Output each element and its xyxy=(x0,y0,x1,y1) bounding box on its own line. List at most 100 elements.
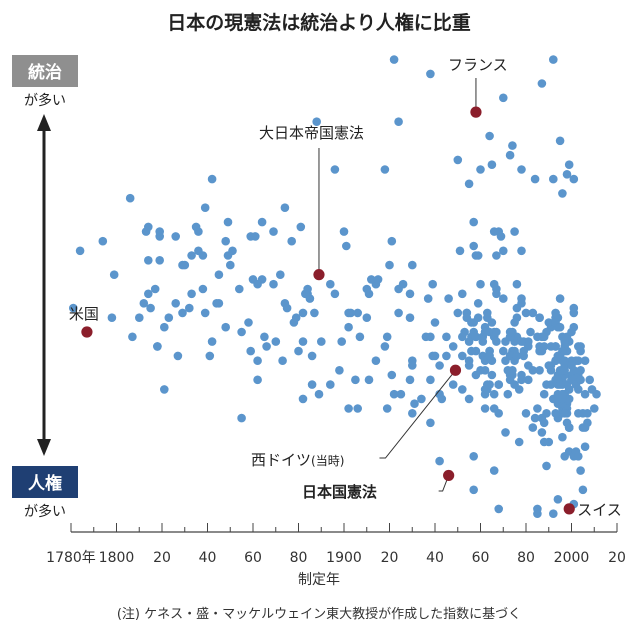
scatter-point xyxy=(200,308,210,318)
annotation-label-france: フランス xyxy=(448,56,508,74)
scatter-point xyxy=(144,222,153,232)
scatter-point xyxy=(499,246,508,256)
scatter-point xyxy=(314,389,324,399)
scatter-point xyxy=(448,380,458,389)
scatter-point xyxy=(160,385,169,394)
scatter-point xyxy=(364,375,374,385)
scatter-point xyxy=(489,466,499,475)
scatter-point xyxy=(405,313,415,323)
scatter-point xyxy=(382,332,392,342)
vertical-double-arrow xyxy=(37,114,51,456)
scatter-point xyxy=(155,255,164,265)
scatter-point xyxy=(326,279,335,289)
x-tick-label: 1900 xyxy=(326,550,362,566)
scatter-point xyxy=(435,456,444,466)
bottom-badge-sublabel: が多い xyxy=(24,503,66,520)
scatter-point xyxy=(567,361,576,370)
scatter-point xyxy=(426,375,435,385)
scatter-point xyxy=(173,351,183,361)
scatter-point xyxy=(367,275,376,284)
scatter-point xyxy=(508,141,517,150)
scatter-point xyxy=(98,236,108,246)
scatter-point xyxy=(380,165,390,174)
highlighted-point xyxy=(81,326,93,338)
scatter-point xyxy=(362,284,372,294)
scatter-point xyxy=(398,279,408,289)
scatter-point xyxy=(501,428,510,437)
scatter-point xyxy=(307,351,317,361)
x-tick-label: 40 xyxy=(199,550,217,566)
scatter-point xyxy=(564,160,574,169)
scatter-point xyxy=(351,375,360,385)
scatter-point xyxy=(269,227,278,236)
scatter-point xyxy=(555,294,565,303)
scatter-point xyxy=(382,404,392,413)
scatter-point xyxy=(576,466,585,475)
scatter-point xyxy=(423,294,433,303)
scatter-point xyxy=(244,318,253,327)
scatter-point xyxy=(551,356,560,366)
data-points xyxy=(69,55,601,518)
scatter-point xyxy=(508,366,517,375)
bottom-badge-label: 人権 xyxy=(28,473,62,494)
scatter-point xyxy=(553,495,563,504)
scatter-point xyxy=(574,452,583,461)
scatter-point xyxy=(533,332,542,342)
scatter-point xyxy=(344,308,353,318)
scatter-point xyxy=(585,375,594,385)
x-tick-label: 1780年 xyxy=(46,550,96,566)
scatter-point xyxy=(580,423,590,432)
x-tick-label: 80 xyxy=(290,550,308,566)
scatter-point xyxy=(546,342,556,351)
x-tick-label: 40 xyxy=(426,550,444,566)
scatter-point xyxy=(155,227,164,236)
bottom-badge: 人権 が多い xyxy=(12,466,78,520)
scatter-point xyxy=(524,375,533,385)
scatter-point xyxy=(458,332,467,342)
scatter-point xyxy=(592,389,601,399)
scatter-point xyxy=(578,485,588,495)
scatter-point xyxy=(253,375,262,385)
scatter-point xyxy=(405,289,415,299)
top-badge-background xyxy=(12,55,78,87)
scatter-point xyxy=(537,79,547,88)
scatter-point xyxy=(521,308,531,318)
scatter-point xyxy=(191,222,201,232)
scatter-point xyxy=(494,504,504,514)
scatter-point xyxy=(533,504,542,514)
scatter-point xyxy=(282,303,292,313)
scatter-point xyxy=(437,394,447,404)
scatter-point xyxy=(558,389,567,399)
scatter-point xyxy=(535,313,544,323)
scatter-point xyxy=(512,351,522,361)
scatter-point xyxy=(483,308,492,318)
x-tick-label: 20 xyxy=(381,550,399,566)
highlighted-point xyxy=(563,503,575,515)
scatter-point xyxy=(310,308,319,318)
scatter-point xyxy=(109,270,119,280)
annotation-label-japan: 日本国憲法 xyxy=(302,483,377,501)
scatter-point xyxy=(467,346,476,356)
scatter-point xyxy=(539,437,549,447)
scatter-point xyxy=(487,318,497,327)
annotation-leader-line xyxy=(379,369,456,459)
scatter-point xyxy=(207,337,217,346)
scatter-point xyxy=(226,260,235,270)
scatter-point xyxy=(405,375,415,385)
scatter-point xyxy=(214,270,224,280)
scatter-point xyxy=(526,327,535,337)
scatter-point xyxy=(458,289,467,299)
scatter-point xyxy=(544,361,554,370)
scatter-point xyxy=(228,246,237,256)
scatter-point xyxy=(492,251,501,260)
scatter-point xyxy=(164,313,174,323)
scatter-point xyxy=(125,193,135,203)
scatter-point xyxy=(426,418,435,428)
scatter-point xyxy=(583,409,592,418)
scatter-point xyxy=(207,174,217,184)
x-axis: 1780年 1800 20 40 60 80 1900 20 40 60 80 2000 20 xyxy=(46,523,626,566)
scatter-point xyxy=(339,227,349,236)
scatter-point xyxy=(542,461,551,471)
